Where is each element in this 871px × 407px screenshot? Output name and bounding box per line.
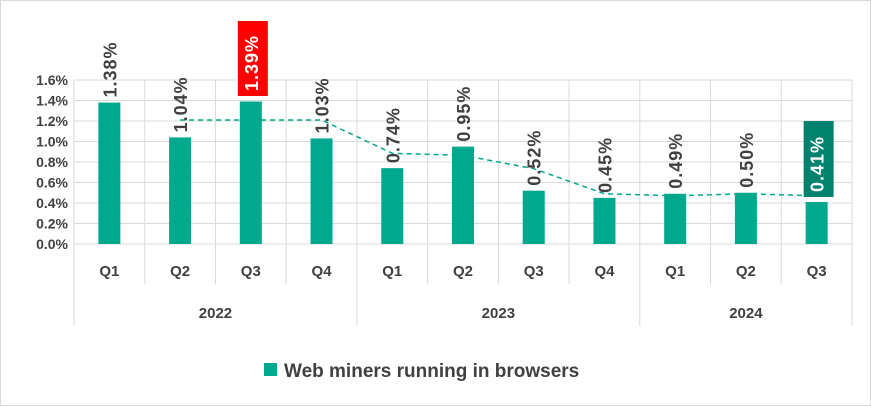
data-label: 0.74%	[383, 107, 403, 163]
x-category-label: Q4	[594, 263, 615, 280]
bar	[522, 190, 545, 244]
data-label-highlight	[237, 21, 268, 96]
data-labels: 1.38% 1.04% 1.39% 1.03% 0.74% 0.95% 0.52% 0.45%…	[100, 21, 834, 197]
bar	[452, 146, 474, 244]
x-category-label: Q4	[312, 263, 333, 280]
x-category-label: Q3	[807, 263, 827, 280]
y-tick-label: 0.6%	[36, 175, 68, 191]
bar	[805, 201, 828, 244]
data-label: 0.41%	[808, 136, 828, 192]
data-label: 0.49%	[666, 133, 686, 189]
trendline-path	[180, 119, 817, 197]
x-category-label: Q3	[241, 263, 261, 280]
y-tick-label: 0.2%	[36, 216, 68, 232]
y-tick-label: 0.0%	[36, 236, 68, 252]
bar	[664, 193, 687, 244]
bar	[381, 168, 404, 244]
bars	[98, 101, 828, 245]
x-category-label: Q1	[665, 263, 685, 280]
data-label: 1.39%	[242, 35, 262, 91]
data-label: 1.38%	[100, 42, 120, 98]
x-group-label: 2022	[199, 305, 232, 322]
data-label: 0.95%	[454, 86, 474, 142]
y-tick-label: 0.4%	[36, 195, 68, 211]
bar	[593, 197, 616, 244]
bar	[310, 138, 333, 244]
bar	[169, 137, 192, 244]
y-tick-label: 0.8%	[36, 154, 68, 170]
data-label: 1.04%	[171, 76, 191, 132]
bar	[98, 102, 121, 244]
x-category-label: Q1	[382, 263, 402, 280]
legend-swatch	[264, 363, 277, 376]
y-tick-label: 1.6%	[36, 72, 68, 88]
trendline	[180, 119, 817, 197]
y-tick-label: 1.0%	[36, 134, 68, 150]
data-label: 0.50%	[737, 132, 757, 188]
legend: Web miners running in browsers	[264, 361, 579, 382]
data-label: 1.03%	[313, 77, 333, 133]
x-group-label: 2024	[729, 305, 763, 322]
axes: 0.0% 0.2% 0.4% 0.6% 0.8% 1.0% 1.2% 1.4% 1.6% Q1 Q2…	[36, 72, 827, 322]
bar	[734, 192, 757, 244]
y-tick-label: 1.4%	[36, 93, 68, 109]
y-tick-label: 1.2%	[36, 113, 68, 129]
x-category-label: Q1	[99, 263, 119, 280]
x-category-label: Q3	[524, 263, 544, 280]
data-label: 0.52%	[525, 130, 545, 186]
data-label-highlight	[803, 121, 834, 197]
x-category-label: Q2	[170, 263, 190, 280]
x-group-label: 2023	[482, 305, 515, 322]
bar	[239, 101, 262, 245]
x-category-label: Q2	[736, 263, 756, 280]
x-category-label: Q2	[453, 263, 473, 280]
legend-label: Web miners running in browsers	[284, 361, 579, 382]
data-label: 0.45%	[595, 137, 615, 193]
